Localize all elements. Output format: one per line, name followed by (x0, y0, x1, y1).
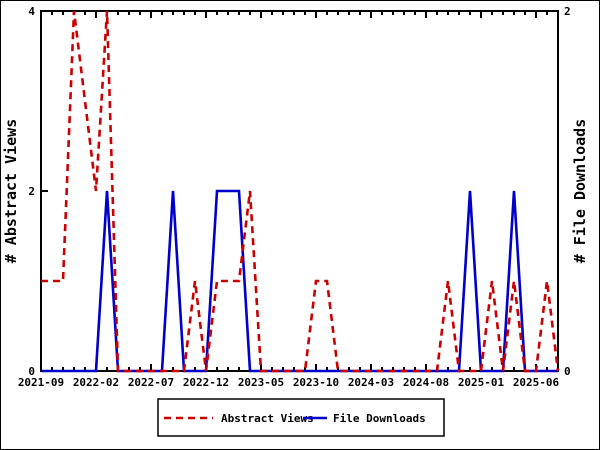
right-y-tick-label: 0 (564, 365, 571, 378)
plot-border (40, 10, 559, 372)
left-y-tick-label: 2 (28, 185, 35, 198)
legend-border (157, 398, 445, 437)
x-tick-label: 2025-06 (513, 376, 560, 389)
left-axis-title: # Abstract Views (2, 119, 20, 264)
x-tick-label: 2023-10 (293, 376, 339, 389)
abstract-views-legend-label: Abstract Views (221, 412, 314, 425)
data-series (41, 10, 560, 373)
x-tick-label: 2024-03 (348, 376, 394, 389)
x-tick-label: 2025-01 (458, 376, 505, 389)
right-y-axis: 02 (551, 5, 571, 378)
file-downloads-line (41, 189, 558, 373)
x-tick-label: 2022-07 (128, 376, 174, 389)
left-y-tick-label: 4 (28, 5, 35, 18)
right-y-tick-label: 2 (564, 5, 571, 18)
left-y-tick-label: 0 (28, 365, 35, 378)
x-tick-label: 2022-02 (73, 376, 119, 389)
x-tick-label: 2024-08 (403, 376, 449, 389)
x-tick-label: 2022-12 (183, 376, 229, 389)
right-axis-title: # File Downloads (571, 119, 589, 264)
left-y-axis: 0 2 4 (28, 5, 48, 378)
legend: Abstract Views File Downloads (157, 398, 445, 437)
x-tick-label: 2023-05 (238, 376, 284, 389)
x-tick-label: 2021-09 (18, 376, 64, 389)
abstract-views-line (41, 10, 560, 373)
file-downloads-legend-label: File Downloads (333, 412, 426, 425)
